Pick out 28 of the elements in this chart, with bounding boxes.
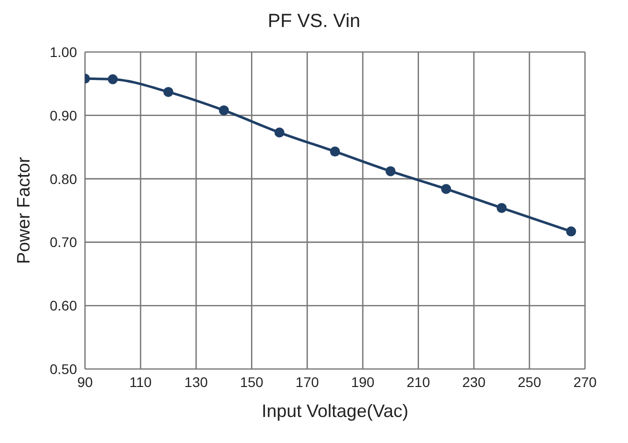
x-tick-label: 150 [240,374,264,390]
point [108,74,118,84]
x-tick-label: 250 [518,374,542,390]
y-tick-label: 1.00 [50,44,78,60]
x-tick-label: 170 [296,374,320,390]
x-tick-label: 230 [462,374,486,390]
point [566,226,576,236]
point [441,184,452,194]
chart-title: PF VS. Vin [266,10,362,34]
y-tick-label: 0.90 [50,107,78,124]
y-tick-label: 0.80 [50,170,78,187]
y-tick-label: 0.50 [50,360,78,377]
x-tick-label: 210 [406,374,430,390]
y-tick-label: 0.60 [50,298,78,314]
point [274,128,284,138]
point [330,146,340,157]
x-tick-label: 190 [351,374,375,390]
x-tick-label: 110 [129,374,152,390]
point [386,166,396,176]
x-tick-label: 130 [184,374,208,390]
x-tick-label: 270 [573,374,597,390]
y-tick-label: 0.70 [50,234,78,250]
point [163,86,174,97]
x-tick-label: 90 [77,374,93,390]
x-axis-title: Input Voltage(Vac) [262,401,408,421]
point [496,202,507,213]
y-axis-title: Power Factor [13,156,34,264]
point [218,105,229,116]
